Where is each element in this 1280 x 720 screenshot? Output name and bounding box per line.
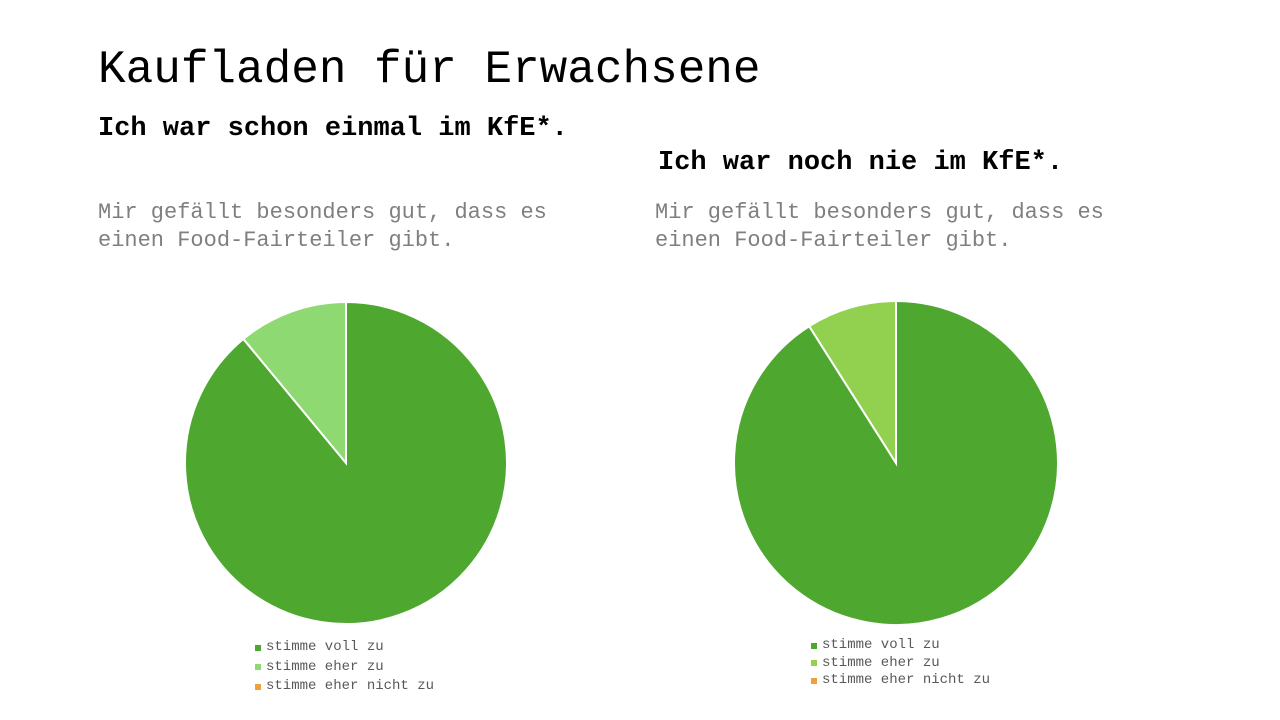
legend-label: stimme eher nicht zu [822, 672, 991, 688]
legend-item: stimme eher zu [255, 658, 434, 678]
legend-label: stimme voll zu [822, 637, 940, 653]
slide-title: Kaufladen für Erwachsene [98, 44, 761, 96]
legend-label: stimme eher nicht zu [266, 678, 435, 694]
chart-2-pie [733, 299, 1059, 626]
legend-item: stimme eher zu [811, 655, 990, 673]
legend-swatch [255, 644, 261, 651]
pie-slice-stimme-eher-zu [807, 299, 897, 467]
legend-swatch [811, 642, 817, 649]
legend-swatch [811, 660, 817, 667]
chart-2-title: Ich war noch nie im KfE*. [658, 148, 1064, 178]
legend-label: stimme eher zu [266, 658, 384, 675]
legend-item: stimme voll zu [255, 638, 434, 658]
chart-1-title: Ich war schon einmal im KfE*. [98, 114, 568, 144]
chart-1-subtitle: Mir gefällt besonders gut, dass es einen… [98, 200, 547, 253]
chart-2-legend: stimme voll zu stimme eher zu stimme eher … [811, 637, 990, 690]
chart-1-legend: stimme voll zu stimme eher zu stimme eher … [255, 638, 434, 697]
legend-item: stimme eher nicht zu [255, 677, 434, 697]
legend-label: stimme eher zu [822, 654, 940, 671]
chart-1-pie [184, 300, 508, 625]
legend-swatch [255, 683, 261, 690]
chart-2-subtitle: Mir gefällt besonders gut, dass es einen… [655, 200, 1104, 253]
legend-swatch [255, 664, 261, 671]
legend-label: stimme voll zu [266, 639, 384, 655]
pie-slice-stimme-eher-zu [241, 300, 347, 466]
legend-swatch [811, 677, 817, 684]
legend-item: stimme voll zu [811, 637, 990, 655]
legend-item: stimme eher nicht zu [811, 672, 990, 690]
